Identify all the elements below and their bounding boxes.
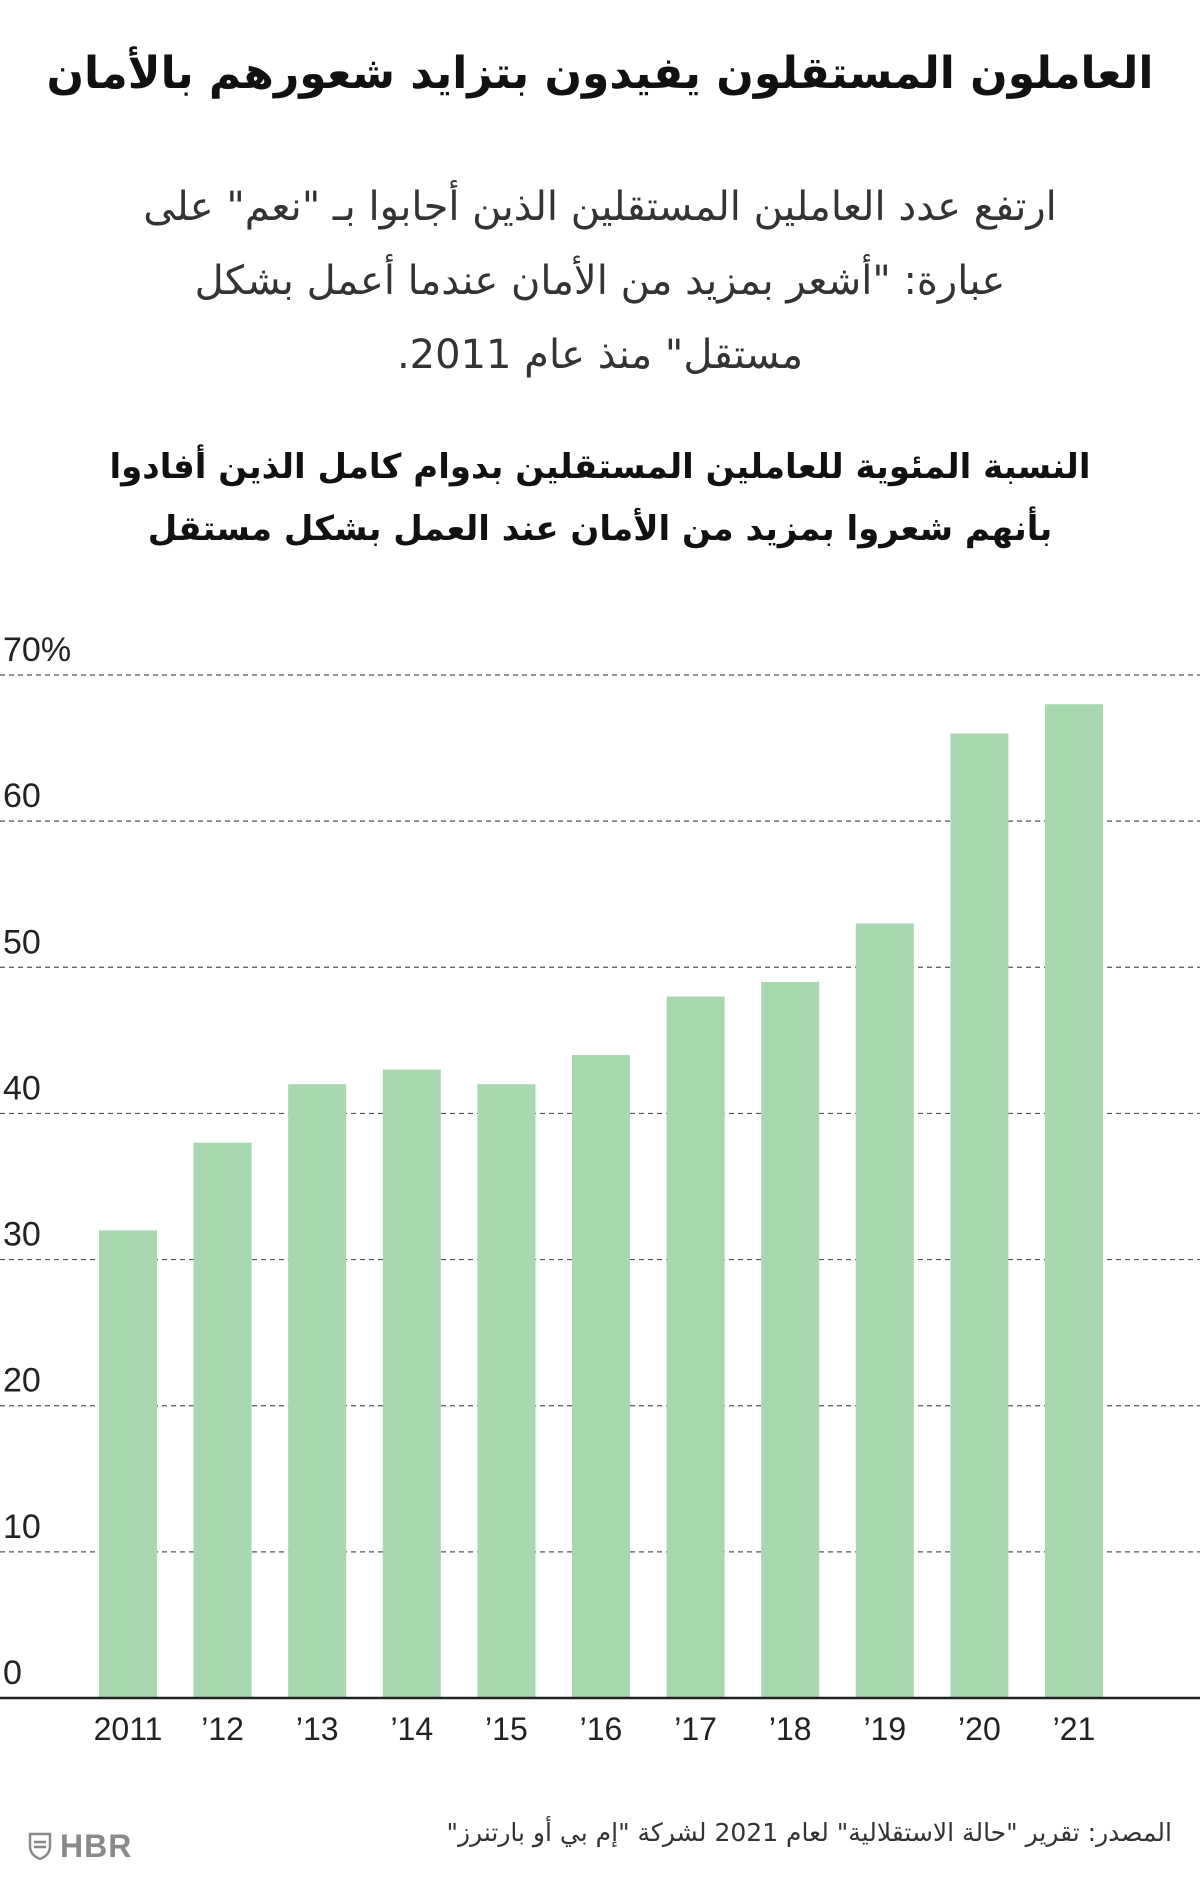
- y-tick-label: 20: [3, 1362, 41, 1400]
- x-tick-label: ’19: [863, 1711, 906, 1747]
- hbr-logo: HBR: [28, 1828, 132, 1864]
- subtitle: ارتفع عدد العاملين المستقلين الذين أجابو…: [143, 184, 1057, 378]
- x-tick-label: ’15: [485, 1711, 528, 1747]
- bar: [193, 1142, 252, 1698]
- x-tick-label: ’21: [1053, 1711, 1096, 1747]
- x-tick-labels: 2011 ’12 ’13 ’14 ’15 ’16 ’17 ’18 ’19 ’20 ’21: [94, 1711, 1096, 1747]
- bar: [666, 996, 725, 1698]
- x-tick-label: ’17: [674, 1711, 717, 1747]
- x-tick-label: 2011: [94, 1711, 163, 1747]
- shield-icon: [28, 1832, 52, 1860]
- bar: [288, 1084, 347, 1698]
- y-tick-label: 50: [3, 923, 41, 961]
- chart-title: النسبة المئوية للعاملين المستقلين بدوام …: [109, 447, 1091, 549]
- x-tick-label: ’18: [769, 1711, 812, 1747]
- bar: [855, 923, 914, 1698]
- bar: [761, 981, 820, 1698]
- x-tick-label: ’14: [390, 1711, 433, 1747]
- y-tick-label: 30: [3, 1216, 41, 1254]
- logo-text: HBR: [60, 1827, 133, 1864]
- bar: [572, 1054, 630, 1698]
- bar: [950, 733, 1009, 1698]
- y-tick-label: 60: [3, 777, 41, 815]
- x-tick-label: ’13: [296, 1711, 339, 1747]
- bars: [99, 704, 1103, 1698]
- source-note: المصدر: تقرير "حالة الاستقلالية" لعام 20…: [446, 1818, 1172, 1847]
- y-tick-label: 40: [3, 1069, 41, 1107]
- y-tick-label: 10: [3, 1508, 41, 1546]
- x-tick-label: ’20: [958, 1711, 1001, 1747]
- y-tick-labels: 0 10 20 30 40 50 60 70%: [3, 631, 71, 1692]
- y-tick-label: 70%: [3, 631, 71, 669]
- bar: [99, 1230, 157, 1698]
- bar: [382, 1069, 441, 1698]
- x-tick-label: ’12: [201, 1711, 244, 1747]
- bar: [1045, 704, 1103, 1698]
- y-tick-label: 0: [3, 1654, 22, 1692]
- bar: [477, 1084, 536, 1698]
- x-tick-label: ’16: [580, 1711, 623, 1747]
- headline: العاملون المستقلون يفيدون بتزايد شعورهم …: [46, 48, 1154, 99]
